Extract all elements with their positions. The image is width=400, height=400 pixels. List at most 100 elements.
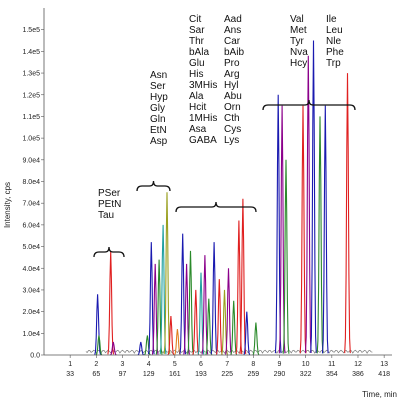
x-axis-title: Time, min (362, 390, 397, 399)
y-tick-label: 1.0e5 (22, 136, 40, 143)
group-label: EtN (150, 125, 167, 136)
chromatogram-peak (239, 198, 247, 354)
x-tick-label: 6 (199, 361, 203, 368)
y-tick-label: 1.1e5 (22, 114, 40, 121)
chromatogram-peak (163, 192, 171, 354)
x-scan-label: 225 (221, 371, 233, 378)
chromatogram-peak (282, 159, 290, 354)
chromatogram-peak (95, 335, 103, 356)
group-label: Nva (290, 47, 308, 58)
x-tick-label: 2 (94, 361, 98, 368)
y-tick-label: 1.4e5 (22, 49, 40, 56)
x-scan-label: 290 (274, 371, 286, 378)
group-label: Lys (224, 135, 239, 146)
group-label: bAla (189, 47, 209, 58)
y-axis-title: Intensity, cps (3, 182, 12, 228)
group-label: Pro (224, 58, 240, 69)
y-tick-label: 6.0e4 (22, 222, 40, 229)
x-scan-label: 418 (378, 371, 390, 378)
x-tick-label: 10 (302, 361, 310, 368)
group-label: Gly (150, 103, 165, 114)
chromatogram-peak (174, 328, 181, 356)
group-label: Orn (224, 102, 241, 113)
group-label: Tyr (290, 36, 305, 47)
x-tick-label: 8 (251, 361, 255, 368)
x-scan-label: 354 (326, 371, 338, 378)
group-label: Leu (326, 25, 343, 36)
x-scan-label: 65 (92, 371, 100, 378)
group-brace (175, 201, 257, 213)
x-tick-label: 11 (328, 361, 335, 368)
chromatogram-peak (110, 341, 117, 356)
group-label: bAib (224, 47, 244, 58)
group-label: Ser (150, 81, 166, 92)
group-label: Aad (224, 14, 242, 25)
group-brace (262, 99, 356, 111)
x-tick-label: 3 (121, 361, 125, 368)
x-tick-label: 12 (354, 361, 362, 368)
y-tick-label: 5.0e4 (22, 244, 40, 251)
group-label: Phe (326, 47, 344, 58)
x-scan-label: 97 (119, 371, 127, 378)
group-label: Hcit (189, 102, 206, 113)
chromatogram-peak (225, 268, 232, 355)
group-label: Ans (224, 25, 241, 36)
chromatogram-peak (94, 294, 102, 355)
x-tick-label: 4 (147, 361, 151, 368)
x-tick-label: 5 (173, 361, 177, 368)
group-brace (136, 180, 171, 192)
group-label: Thr (189, 36, 205, 47)
group-label: Asa (189, 124, 207, 135)
group-label: Asp (150, 136, 168, 147)
y-tick-label: 4.0e4 (22, 266, 40, 273)
group-label: Cit (189, 14, 201, 25)
x-tick-label: 7 (225, 361, 229, 368)
x-tick-label: 9 (278, 361, 282, 368)
y-tick-label: 9.0e4 (22, 157, 40, 164)
group-label: Sar (189, 25, 205, 36)
chromatogram-peak (210, 242, 218, 355)
chromatogram-peak (137, 341, 144, 356)
group-label: His (189, 69, 203, 80)
group-label: Tau (98, 210, 114, 221)
y-tick-label: 1.5e5 (22, 27, 40, 34)
group-label: Car (224, 36, 241, 47)
chromatogram-peak (243, 311, 251, 355)
chromatogram-peak (230, 300, 238, 355)
x-scan-label: 322 (300, 371, 312, 378)
group-label: Cys (224, 124, 241, 135)
group-label: Hyl (224, 80, 238, 91)
x-scan-label: 193 (195, 371, 207, 378)
group-label: PEtN (98, 199, 121, 210)
baseline-trace (85, 349, 373, 354)
group-brace (93, 246, 125, 258)
chromatogram-peak (344, 73, 351, 354)
y-tick-label: 3.0e4 (22, 287, 40, 294)
chromatogram-peak (316, 116, 324, 354)
chromatogram-peak (310, 40, 317, 353)
y-tick-label: 7.0e4 (22, 201, 40, 208)
group-label: Asn (150, 70, 167, 81)
y-tick-label: 1.3e5 (22, 71, 40, 78)
y-tick-label: 8.0e4 (22, 179, 40, 186)
chromatogram-peak (205, 298, 213, 355)
x-tick-label: 13 (380, 361, 388, 368)
x-scan-label: 259 (247, 371, 259, 378)
group-label: Val (290, 14, 304, 25)
group-label: Hcy (290, 58, 307, 69)
x-scan-label: 161 (169, 371, 181, 378)
axes-layer: 0.0 1.0e4 2.0e4 3.0e4 4.0e4 5.0e4 6.0e4 7.0e4 8.… (22, 8, 392, 378)
chromatogram-peak (187, 250, 194, 355)
group-label: Trp (326, 58, 341, 69)
group-label: Ile (326, 14, 337, 25)
group-label: Gln (150, 114, 166, 125)
y-tick-label: 2.0e4 (22, 309, 40, 316)
group-label: Met (290, 25, 307, 36)
group-label: PSer (98, 188, 121, 199)
y-tick-label: 1.0e4 (22, 331, 40, 338)
chromatogram-peak (192, 289, 200, 355)
peaks-layer (85, 40, 373, 356)
group-label: GABA (189, 135, 217, 146)
